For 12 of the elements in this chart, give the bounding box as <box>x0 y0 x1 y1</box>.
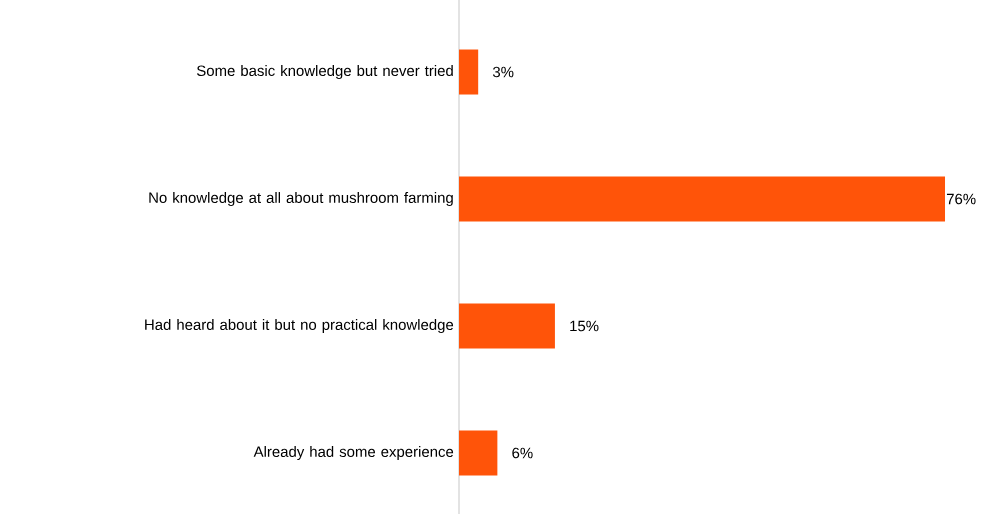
data-label: 3% <box>492 66 514 78</box>
y-tick-label: Had heard about it but no practical knowledge <box>145 319 454 333</box>
bar <box>459 49 479 95</box>
data-label: 15% <box>570 320 599 332</box>
data-label: 76% <box>946 193 976 205</box>
data-label: 6% <box>512 447 533 459</box>
y-tick-label: No knowledge at all about mushroom farming <box>149 192 453 206</box>
bar <box>459 430 498 476</box>
y-tick-label: Some basic knowledge but never tried <box>196 65 453 79</box>
bar <box>459 303 555 349</box>
bar <box>459 176 946 222</box>
y-tick-label: Already had some experience <box>253 446 454 460</box>
